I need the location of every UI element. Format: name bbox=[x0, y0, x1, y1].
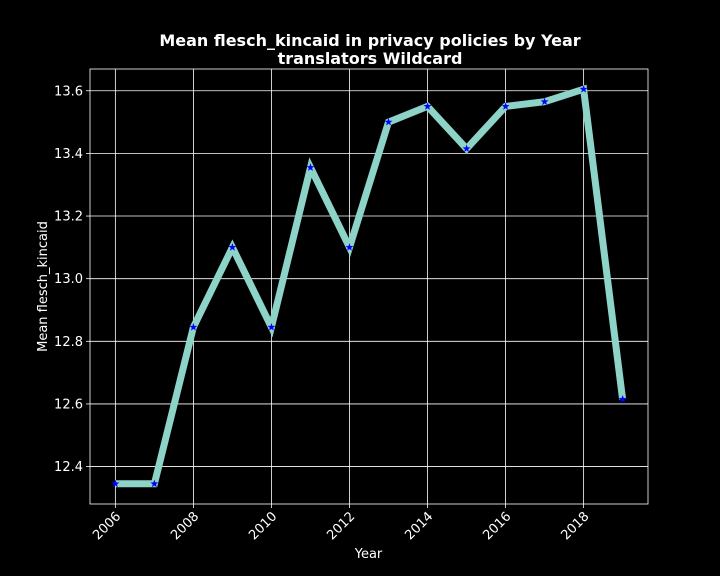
data-point-marker bbox=[111, 479, 120, 488]
x-tick-label: 2012 bbox=[324, 509, 358, 543]
y-tick-label: 13.6 bbox=[54, 84, 83, 99]
data-point-marker bbox=[540, 97, 549, 106]
x-tick-label: 2010 bbox=[246, 509, 280, 543]
data-point-marker bbox=[345, 243, 354, 251]
x-axis-label: Year bbox=[354, 547, 383, 562]
chart-title: Mean flesch_kincaid in privacy policies … bbox=[159, 31, 580, 50]
y-tick-label: 13.4 bbox=[54, 147, 83, 162]
x-tick-label: 2014 bbox=[402, 509, 436, 543]
data-series bbox=[115, 84, 627, 488]
data-point-marker bbox=[150, 479, 159, 488]
data-point-marker bbox=[267, 323, 276, 331]
data-point-marker bbox=[618, 395, 627, 403]
plot-area-frame bbox=[89, 68, 649, 505]
data-point-marker bbox=[306, 163, 315, 171]
data-point-marker bbox=[579, 85, 588, 93]
y-tick-label: 13.0 bbox=[54, 272, 83, 287]
x-tick-label: 2018 bbox=[558, 509, 592, 543]
data-point-marker bbox=[501, 102, 510, 110]
data-point-marker bbox=[423, 102, 432, 110]
data-point-marker bbox=[462, 144, 471, 153]
y-tick-label: 12.4 bbox=[54, 460, 83, 475]
data-point-marker bbox=[384, 117, 393, 126]
grid-lines bbox=[90, 69, 648, 504]
y-axis-label: Mean flesch_kincaid bbox=[36, 221, 51, 352]
y-tick-label: 12.6 bbox=[54, 397, 83, 412]
series-line bbox=[115, 84, 627, 488]
data-markers bbox=[111, 85, 627, 488]
y-tick-label: 13.2 bbox=[54, 210, 83, 225]
x-tick-label: 2016 bbox=[480, 509, 514, 543]
data-point-marker bbox=[228, 243, 237, 251]
x-tick-label: 2008 bbox=[168, 509, 202, 543]
chart-subtitle: translators Wildcard bbox=[278, 49, 463, 68]
data-point-marker bbox=[189, 323, 198, 331]
x-tick-label: 2006 bbox=[90, 509, 124, 543]
y-tick-label: 12.8 bbox=[54, 335, 83, 350]
